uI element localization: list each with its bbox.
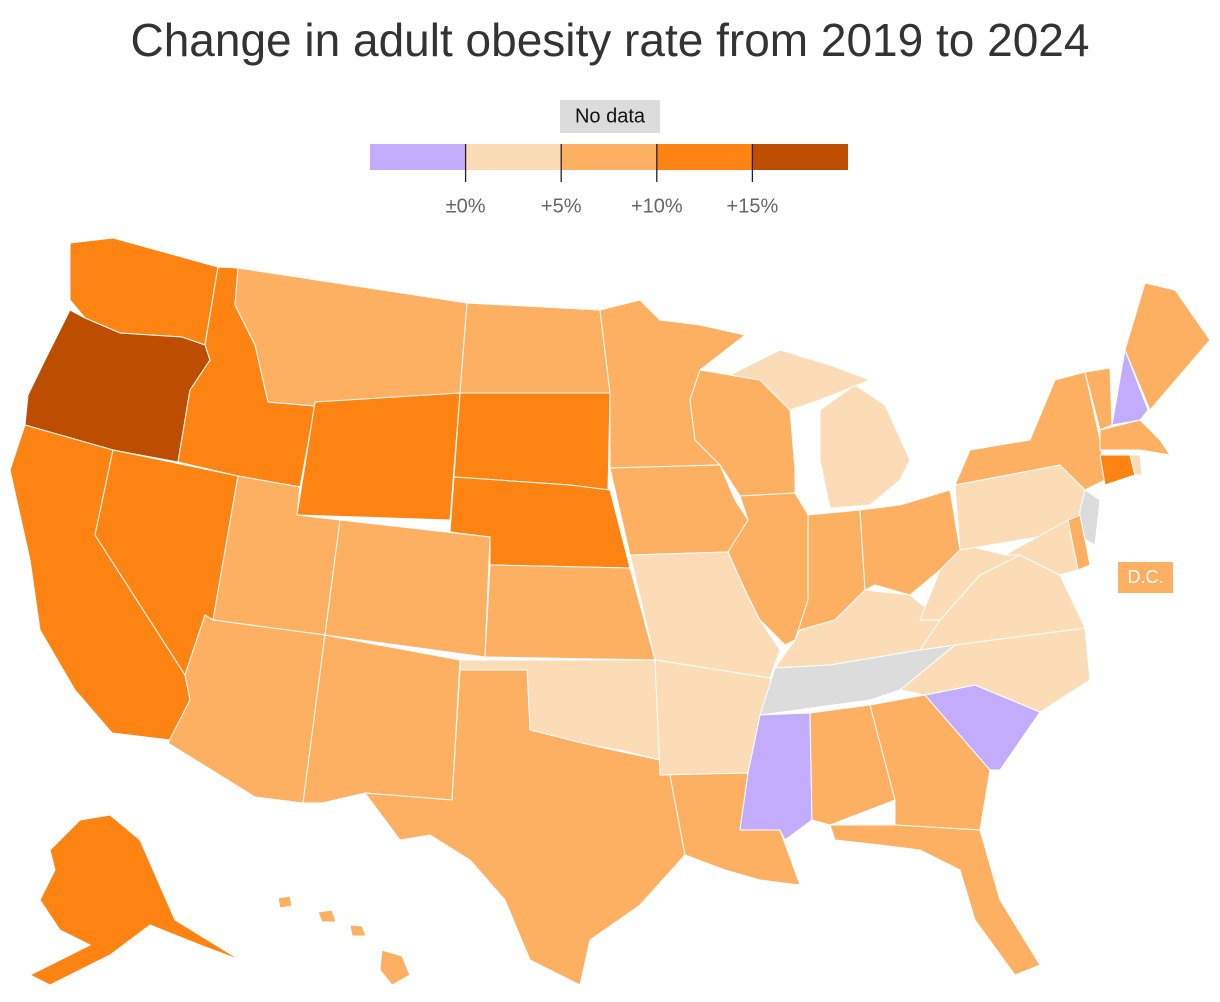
- state: [296, 392, 461, 521]
- legend-tick-label: +5%: [541, 195, 582, 217]
- legend-segment: [561, 144, 657, 170]
- title: Change in adult obesity rate from 2019 t…: [131, 14, 1090, 66]
- no-data-swatch: [560, 100, 660, 133]
- state: [302, 634, 461, 804]
- legend-tick-label: +15%: [727, 195, 779, 217]
- state: [364, 669, 686, 986]
- dc-swatch: [1118, 562, 1173, 593]
- state: [609, 464, 749, 556]
- legend-tick-label: ±0%: [446, 195, 486, 217]
- state: [1004, 519, 1079, 576]
- state: [1099, 454, 1136, 486]
- no-data-label: No data: [575, 105, 646, 127]
- state: [1124, 282, 1211, 411]
- legend-segment: [752, 144, 848, 170]
- state: [349, 924, 367, 937]
- state: [1099, 419, 1171, 456]
- state: [1111, 349, 1149, 426]
- state: [379, 949, 411, 986]
- state: [453, 392, 611, 491]
- state: [819, 384, 911, 509]
- state: [809, 704, 896, 826]
- legend-segment: [370, 144, 466, 170]
- state: [317, 909, 337, 923]
- legend-segment: [656, 144, 753, 170]
- state: [727, 492, 811, 646]
- state: [324, 519, 491, 658]
- state: [484, 564, 656, 661]
- dc-label: D.C.: [1128, 567, 1164, 587]
- state: [277, 895, 293, 909]
- legend-segment: [465, 144, 562, 170]
- state: [1067, 514, 1091, 571]
- state: [899, 627, 1091, 713]
- state: [1129, 454, 1143, 476]
- state: [729, 349, 871, 411]
- state: [829, 824, 1041, 976]
- state: [29, 814, 241, 986]
- state: [459, 302, 611, 394]
- map: D.C.: [9, 237, 1211, 986]
- legend-tick-label: +10%: [631, 195, 683, 217]
- legend: ±0% +5% +10% +15%: [370, 144, 848, 217]
